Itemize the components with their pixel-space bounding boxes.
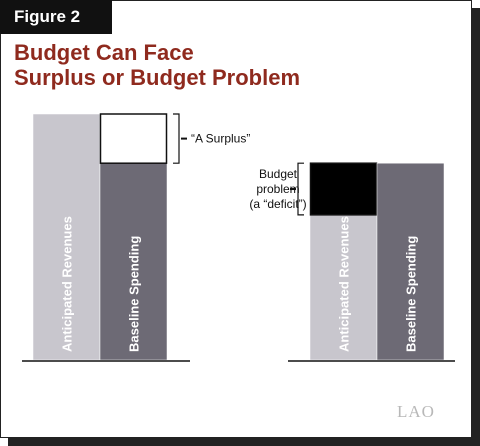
deficit-annotation-line: (a “deficit”) xyxy=(249,197,306,211)
surplus-bracket xyxy=(173,113,180,164)
deficit-box xyxy=(309,162,378,216)
bar-1-1 xyxy=(32,113,101,361)
bar-label: Anticipated Revenues xyxy=(60,216,75,352)
bar-2-1 xyxy=(309,214,378,361)
bar-1-2 xyxy=(99,162,168,361)
bar-label: Baseline Spending xyxy=(127,236,142,352)
figure-label: Figure 2 xyxy=(0,0,112,34)
surplus-box xyxy=(99,113,168,164)
deficit-bracket xyxy=(297,162,304,216)
frame-shadow-right xyxy=(472,8,480,446)
lao-logo: LAO xyxy=(397,402,435,421)
bar-2-2 xyxy=(376,162,445,361)
bar-label: Baseline Spending xyxy=(404,236,419,352)
deficit-annotation-line: problem xyxy=(256,182,299,196)
chart-title: Budget Can Face Surplus or Budget Proble… xyxy=(14,40,454,90)
surplus-annotation: “A Surplus” xyxy=(191,132,250,146)
chart-title-line2: Surplus or Budget Problem xyxy=(14,65,301,90)
frame-shadow-bottom xyxy=(8,438,480,446)
chart-title-line1: Budget Can Face xyxy=(14,40,194,65)
deficit-annotation-line: Budget xyxy=(259,167,298,181)
bar-label: Anticipated Revenues xyxy=(337,216,352,352)
